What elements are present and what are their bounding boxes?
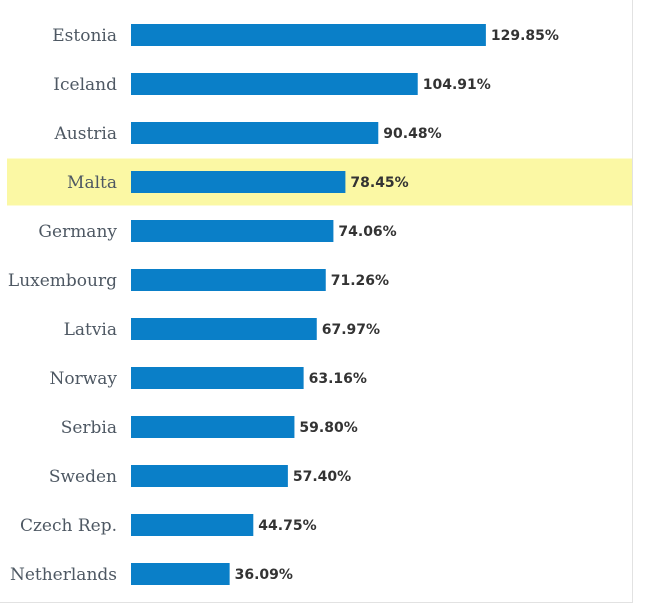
category-label: Czech Rep. bbox=[20, 516, 117, 536]
value-label: 78.45% bbox=[350, 175, 408, 191]
category-label: Latvia bbox=[64, 320, 117, 340]
chart-frame bbox=[0, 0, 633, 603]
value-label: 67.97% bbox=[322, 322, 380, 338]
bar bbox=[131, 514, 254, 536]
category-label: Netherlands bbox=[10, 565, 117, 585]
category-label: Estonia bbox=[52, 26, 117, 46]
category-label: Sweden bbox=[49, 467, 117, 487]
bar bbox=[131, 367, 304, 389]
category-label: Austria bbox=[54, 124, 117, 144]
value-label: 129.85% bbox=[491, 28, 559, 44]
value-label: 63.16% bbox=[309, 371, 367, 387]
bar bbox=[131, 171, 346, 193]
category-label: Malta bbox=[67, 173, 117, 193]
category-label: Luxembourg bbox=[8, 271, 117, 291]
category-label: Germany bbox=[38, 222, 117, 242]
value-label: 59.80% bbox=[299, 420, 357, 436]
category-label: Serbia bbox=[61, 418, 117, 438]
bar bbox=[131, 318, 317, 340]
bar bbox=[131, 220, 334, 242]
bar bbox=[131, 122, 379, 144]
value-label: 104.91% bbox=[423, 77, 491, 93]
bar bbox=[131, 269, 326, 291]
value-label: 57.40% bbox=[293, 469, 351, 485]
bar bbox=[131, 416, 295, 438]
category-label: Norway bbox=[49, 369, 117, 389]
bar bbox=[131, 465, 288, 487]
value-label: 90.48% bbox=[383, 126, 441, 142]
value-label: 74.06% bbox=[338, 224, 396, 240]
category-label: Iceland bbox=[53, 75, 117, 95]
bar bbox=[131, 563, 230, 585]
bar bbox=[131, 24, 486, 46]
value-label: 36.09% bbox=[235, 567, 293, 583]
value-label: 44.75% bbox=[258, 518, 316, 534]
bar bbox=[131, 73, 418, 95]
value-label: 71.26% bbox=[331, 273, 389, 289]
